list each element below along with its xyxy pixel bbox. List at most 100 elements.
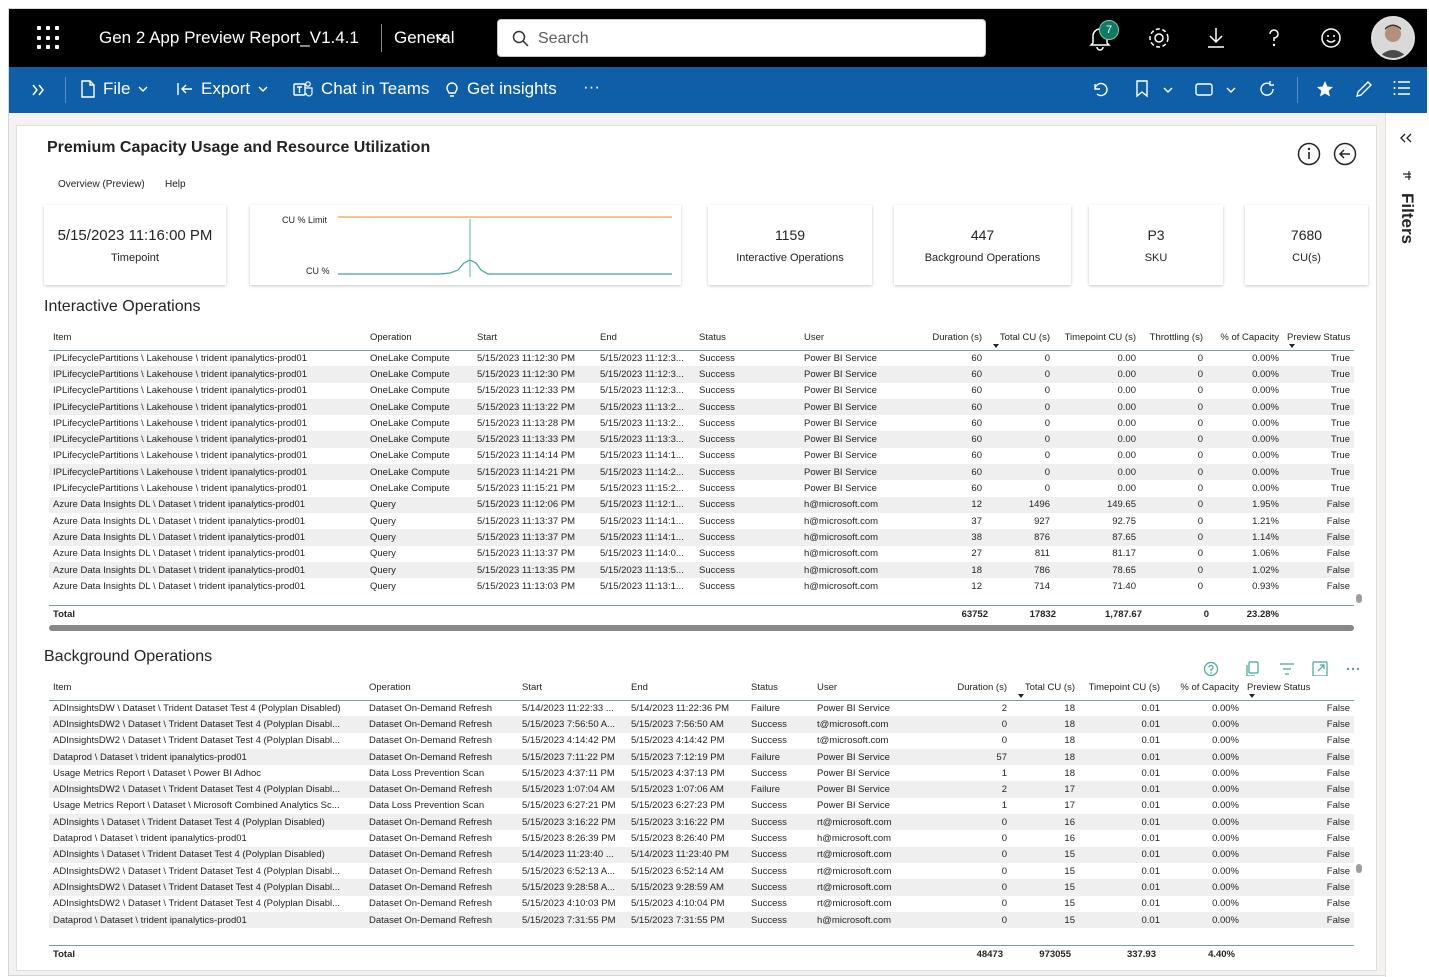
- collapse-filters-icon[interactable]: [1400, 133, 1412, 143]
- table-row[interactable]: Azure Data Insights DL \ Dataset \ tride…: [49, 546, 1354, 562]
- bookmark-icon[interactable]: [1135, 80, 1149, 98]
- column-header[interactable]: Start: [473, 326, 596, 351]
- table-row[interactable]: ADInsightsDW2 \ Dataset \ Trident Datase…: [49, 879, 1354, 896]
- filters-pane[interactable]: [1385, 113, 1427, 977]
- background-table[interactable]: Item Operation Start End Status User Duration …: [49, 676, 1354, 941]
- avatar[interactable]: [1371, 16, 1415, 60]
- column-header[interactable]: End: [596, 326, 695, 351]
- help-icon[interactable]: [1261, 25, 1287, 51]
- column-header[interactable]: Operation: [365, 676, 518, 701]
- column-header[interactable]: User: [813, 676, 935, 701]
- back-arrow-icon[interactable]: [1333, 142, 1357, 166]
- table-row[interactable]: IPLifecyclePartitions \ Lakehouse \ trid…: [49, 398, 1354, 416]
- column-header[interactable]: End: [627, 676, 747, 701]
- file-menu[interactable]: File: [81, 79, 148, 99]
- column-header[interactable]: Status: [747, 676, 813, 701]
- chevron-down-icon[interactable]: [1226, 87, 1236, 94]
- column-header[interactable]: Status: [695, 326, 800, 351]
- table-row[interactable]: ADInsightsDW \ Dataset \ Trident Dataset…: [49, 700, 1354, 716]
- table-row[interactable]: Azure Data Insights DL \ Dataset \ tride…: [49, 529, 1354, 546]
- table-row[interactable]: ADInsights \ Dataset \ Trident Dataset T…: [49, 846, 1354, 863]
- copy-icon[interactable]: [1245, 661, 1261, 677]
- column-header[interactable]: Timepoint CU (s): [1054, 326, 1140, 351]
- search-input[interactable]: Search: [497, 19, 986, 57]
- column-header[interactable]: Item: [49, 676, 365, 701]
- chat-in-teams-button[interactable]: Chat in Teams: [293, 79, 429, 99]
- table-cell: Success: [747, 911, 813, 929]
- table-row[interactable]: Azure Data Insights DL \ Dataset \ tride…: [49, 513, 1354, 529]
- column-header[interactable]: Item: [49, 326, 366, 351]
- column-header[interactable]: Throttling (s): [1140, 326, 1207, 351]
- interactive-table[interactable]: Item Operation Start End Status User Duration …: [49, 326, 1354, 604]
- table-row[interactable]: Dataprod \ Dataset \ trident ipanalytics…: [49, 748, 1354, 766]
- table-row[interactable]: Azure Data Insights DL \ Dataset \ tride…: [49, 496, 1354, 513]
- filters-label[interactable]: Filters: [1398, 193, 1417, 245]
- report-name[interactable]: Gen 2 App Preview Report_V1.4.1: [99, 28, 359, 47]
- info-icon[interactable]: [1297, 142, 1321, 166]
- table-row[interactable]: Usage Metrics Report \ Dataset \ Microso…: [49, 798, 1354, 814]
- table-row[interactable]: ADInsightsDW2 \ Dataset \ Trident Datase…: [49, 716, 1354, 733]
- column-header[interactable]: Preview Status: [1243, 676, 1354, 701]
- background-vertical-scrollbar[interactable]: [1356, 864, 1362, 873]
- column-header[interactable]: Total CU (s): [1011, 676, 1079, 701]
- favorite-star-icon[interactable]: [1316, 80, 1334, 98]
- more-options-icon[interactable]: [1345, 661, 1361, 677]
- table-row[interactable]: ADInsightsDW2 \ Dataset \ Trident Datase…: [49, 781, 1354, 798]
- column-header[interactable]: Duration (s): [935, 676, 1011, 701]
- table-row[interactable]: Dataprod \ Dataset \ trident ipanalytics…: [49, 911, 1354, 929]
- expand-nav-icon[interactable]: [31, 83, 45, 97]
- gear-icon[interactable]: [1146, 25, 1172, 51]
- download-icon[interactable]: [1203, 25, 1229, 51]
- get-insights-button[interactable]: Get insights: [445, 79, 557, 99]
- table-cell: 0.01: [1141, 800, 1161, 812]
- table-cell: Query: [366, 496, 473, 513]
- column-header[interactable]: Duration (s): [904, 326, 986, 351]
- table-row[interactable]: Dataprod \ Dataset \ trident ipanalytics…: [49, 830, 1354, 846]
- table-row[interactable]: IPLifecyclePartitions \ Lakehouse \ trid…: [49, 448, 1354, 464]
- table-row[interactable]: Azure Data Insights DL \ Dataset \ tride…: [49, 561, 1354, 579]
- export-menu[interactable]: Export: [177, 79, 268, 99]
- help-circle-icon[interactable]: [1203, 661, 1219, 677]
- table-row[interactable]: IPLifecyclePartitions \ Lakehouse \ trid…: [49, 464, 1354, 481]
- table-row[interactable]: IPLifecyclePartitions \ Lakehouse \ trid…: [49, 366, 1354, 383]
- page-tab-help[interactable]: Help: [165, 179, 186, 190]
- interactive-vertical-scrollbar[interactable]: [1356, 594, 1362, 603]
- page-tab-overview[interactable]: Overview (Preview): [58, 179, 145, 190]
- refresh-icon[interactable]: [1258, 80, 1276, 98]
- list-icon[interactable]: [1393, 80, 1411, 96]
- table-row[interactable]: Azure Data Insights DL \ Dataset \ tride…: [49, 578, 1354, 594]
- chevron-down-icon[interactable]: [435, 34, 447, 42]
- column-header[interactable]: Total CU (s): [986, 326, 1054, 351]
- table-row[interactable]: Usage Metrics Report \ Dataset \ Power B…: [49, 765, 1354, 781]
- column-header[interactable]: User: [800, 326, 904, 351]
- table-row[interactable]: ADInsightsDW2 \ Dataset \ Trident Datase…: [49, 896, 1354, 912]
- table-row[interactable]: IPLifecyclePartitions \ Lakehouse \ trid…: [49, 480, 1354, 496]
- column-header[interactable]: % of Capacity: [1207, 326, 1283, 351]
- app-launcher-icon[interactable]: [37, 26, 61, 50]
- edit-pencil-icon[interactable]: [1355, 80, 1373, 98]
- column-header[interactable]: % of Capacity: [1164, 676, 1243, 701]
- focus-mode-icon[interactable]: [1312, 661, 1328, 677]
- interactive-horizontal-scrollbar[interactable]: [49, 625, 1354, 631]
- table-row[interactable]: ADInsights \ Dataset \ Trident Dataset T…: [49, 814, 1354, 831]
- column-header[interactable]: Start: [518, 676, 627, 701]
- column-header[interactable]: Operation: [366, 326, 473, 351]
- feedback-smiley-icon[interactable]: [1318, 25, 1344, 51]
- table-row[interactable]: IPLifecyclePartitions \ Lakehouse \ trid…: [49, 383, 1354, 399]
- view-icon[interactable]: [1195, 83, 1213, 96]
- undo-icon[interactable]: [1091, 80, 1109, 98]
- table-row[interactable]: ADInsightsDW2 \ Dataset \ Trident Datase…: [49, 733, 1354, 749]
- table-row[interactable]: IPLifecyclePartitions \ Lakehouse \ trid…: [49, 350, 1354, 366]
- lightbulb-icon: [446, 82, 458, 97]
- column-header[interactable]: Preview Status: [1283, 326, 1354, 351]
- table-row[interactable]: IPLifecyclePartitions \ Lakehouse \ trid…: [49, 431, 1354, 448]
- chevron-down-icon[interactable]: [1163, 87, 1173, 94]
- background-section-title: Background Operations: [44, 648, 213, 665]
- filter-icon[interactable]: [1279, 661, 1295, 677]
- workspace-selector[interactable]: General: [394, 28, 454, 48]
- table-row[interactable]: IPLifecyclePartitions \ Lakehouse \ trid…: [49, 415, 1354, 431]
- column-header[interactable]: Timepoint CU (s): [1079, 676, 1164, 701]
- more-options-button[interactable]: ···: [583, 77, 600, 97]
- table-row[interactable]: ADInsightsDW2 \ Dataset \ Trident Datase…: [49, 863, 1354, 879]
- table-cell: 5/15/2023 8:26:40 PM: [631, 833, 725, 845]
